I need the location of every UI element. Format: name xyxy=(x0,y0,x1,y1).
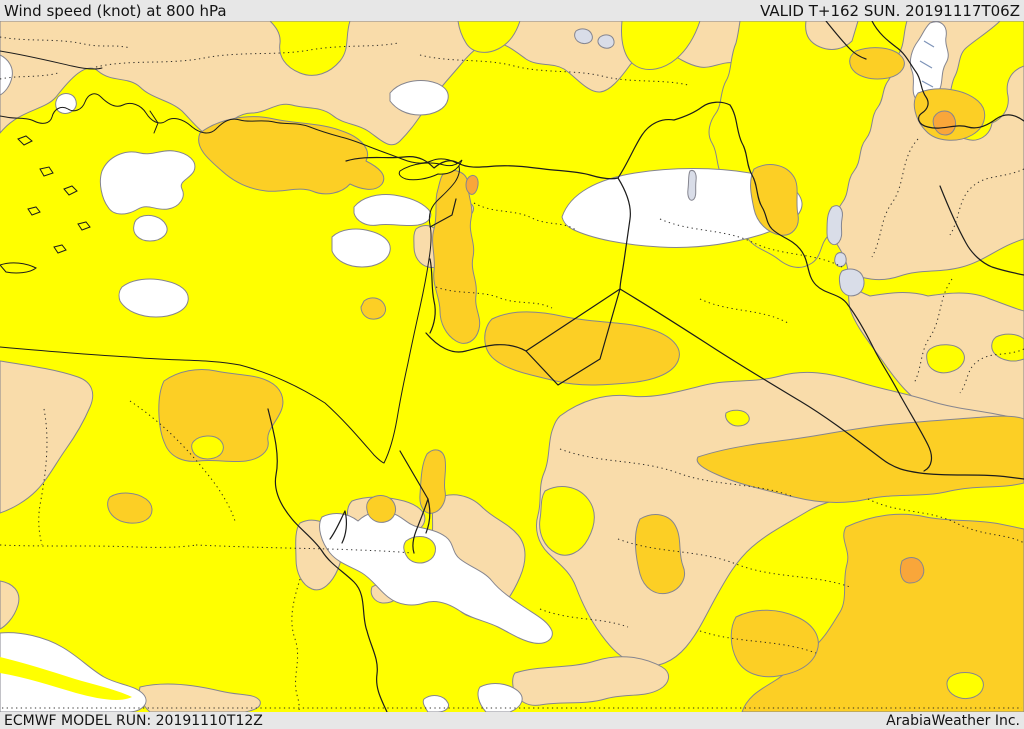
region-yellow-patch-top-b xyxy=(457,21,521,53)
coastline-mediterranean-levant xyxy=(0,93,460,464)
region-yellow-intrusion-saudi-west xyxy=(539,486,595,556)
lake-small-iran xyxy=(834,252,847,267)
dotted-iran-a xyxy=(871,138,919,258)
region-yellow-patch-top-a xyxy=(269,21,351,76)
dotted-egypt-sudan-a xyxy=(0,544,197,548)
dotted-anatolia-b xyxy=(419,54,689,86)
island-small xyxy=(53,244,67,254)
border-caucasus xyxy=(871,21,1024,129)
region-yellow-patch-iran-a xyxy=(926,344,965,374)
lakes xyxy=(574,28,865,297)
aegean-islands xyxy=(17,135,91,254)
region-tan-libya xyxy=(0,360,94,514)
region-tan-left-edge-small xyxy=(0,580,20,630)
region-gold-bottom-right xyxy=(741,513,1024,712)
page-title: Wind speed (knot) at 800 hPa xyxy=(4,1,227,20)
region-yellow-hole-red-sea xyxy=(403,536,436,564)
admin-borders-dotted xyxy=(0,36,1024,712)
region-gold-west-suez-small xyxy=(366,495,397,523)
dotted-iran-d xyxy=(959,348,1024,394)
border-georgia xyxy=(825,21,867,60)
island-small xyxy=(63,185,78,196)
lake-tharthar xyxy=(687,170,697,201)
dotted-iraq-b xyxy=(699,298,789,324)
border-iraq-saudi-kuwait xyxy=(619,288,1024,480)
title-bar: Wind speed (knot) at 800 hPa VALID T+162… xyxy=(0,0,1024,21)
border-iran-iraq-south xyxy=(939,185,1024,276)
border-turkey-iran-iraq xyxy=(729,104,933,472)
border-egypt-israel xyxy=(399,450,429,500)
region-deep-gold-syria-core xyxy=(465,174,479,195)
caspian-hatch-marks xyxy=(919,40,935,88)
wind-speed-map-canvas xyxy=(0,21,1024,712)
region-white-left-edge xyxy=(0,54,13,96)
region-white-south-of-crete xyxy=(118,278,189,318)
dotted-anatolia-a xyxy=(95,42,399,68)
gulf-of-aqaba-lines xyxy=(412,498,431,554)
border-jordan-israel xyxy=(429,258,436,334)
lake-van-b xyxy=(597,34,615,49)
region-gold-negev-small xyxy=(360,297,387,320)
river-nile xyxy=(267,408,388,712)
region-yellow-streak-bottom-left xyxy=(0,657,132,700)
dotted-balkans-b xyxy=(0,72,59,80)
region-white-bottom-center-a xyxy=(477,683,523,712)
island-small xyxy=(77,221,91,231)
region-white-levant-sea-b xyxy=(331,228,391,268)
valid-time-label: VALID T+162 SUN. 20191117T06Z xyxy=(760,1,1020,20)
region-white-marmara-lobe xyxy=(133,214,168,242)
status-bar: ECMWF MODEL RUN: 20191110T12Z ArabiaWeat… xyxy=(0,712,1024,729)
region-yellow-hole-delta xyxy=(191,435,224,460)
region-gold-east-jordan-iraq xyxy=(484,311,680,386)
gulf-of-suez-lines xyxy=(329,510,348,544)
region-white-marmara xyxy=(99,150,196,215)
model-run-label: ECMWF MODEL RUN: 20191110T12Z xyxy=(4,712,263,729)
island-small xyxy=(17,135,33,146)
region-deep-gold-nw-iran-core xyxy=(932,110,957,136)
island-small xyxy=(39,166,54,177)
border-jordan-iraq xyxy=(425,288,621,353)
dotted-saudi-a xyxy=(559,448,795,498)
region-gold-nile-delta xyxy=(158,368,284,463)
border-syria-iraq xyxy=(617,177,631,290)
lake-iran-south xyxy=(838,268,865,297)
border-lebanon xyxy=(429,198,457,228)
island-cyprus xyxy=(398,159,463,181)
region-yellow-patch-iran-b xyxy=(991,333,1024,362)
border-jordan-saudi-zigzag xyxy=(525,288,621,386)
dotted-egypt-nile-admin xyxy=(291,578,301,712)
region-gold-east-anatolia xyxy=(750,164,799,236)
region-yellow-patch-top-c xyxy=(621,21,701,70)
dotted-iraq-a xyxy=(659,218,843,268)
branding-label: ArabiaWeather Inc. xyxy=(886,712,1020,729)
region-gold-north-saudi-blob xyxy=(634,514,685,595)
region-gold-armenia-small xyxy=(849,47,905,80)
region-gold-sinai-strip xyxy=(419,449,447,514)
country-borders xyxy=(267,21,1024,712)
island-small xyxy=(27,206,41,216)
lake-urmia xyxy=(826,205,843,246)
region-tan-bottom-left-strip xyxy=(139,683,261,712)
dotted-saudi-e xyxy=(539,608,629,628)
region-gold-syria-jordan-band xyxy=(432,170,481,344)
lake-van-a xyxy=(574,28,593,44)
region-white-red-sea xyxy=(319,510,553,644)
forecast-map xyxy=(0,21,1024,712)
island-crete xyxy=(0,262,37,274)
dotted-iran-c xyxy=(913,278,953,384)
region-deep-gold-bottom-right-core xyxy=(899,557,925,584)
region-yellow-hole-gulf xyxy=(946,672,984,700)
border-turkey-syria xyxy=(345,101,731,180)
bosphorus-line xyxy=(149,110,159,134)
region-yellow-hole-saudi-a xyxy=(725,409,750,427)
region-gold-band-iraq-iran xyxy=(696,415,1024,504)
coastline-black-sea xyxy=(0,50,103,70)
region-gold-west-nile-small xyxy=(107,492,153,524)
region-white-north-of-cyprus xyxy=(389,80,449,116)
